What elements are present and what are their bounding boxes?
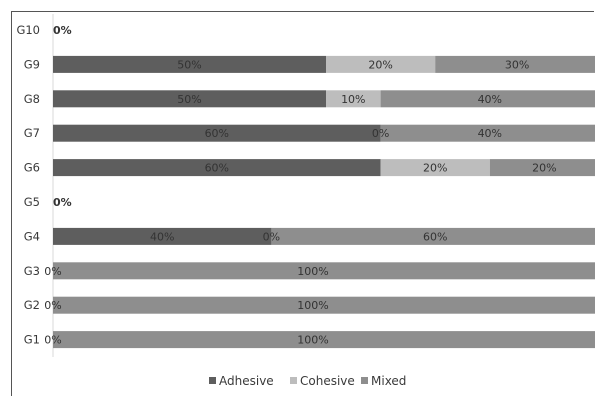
data-label-g8-cohesive: 10% <box>341 93 365 106</box>
category-label-g4: G4 <box>24 229 40 243</box>
data-label-g2-total: 100% <box>297 299 328 312</box>
data-label-g7-adhesive: 60% <box>205 127 229 140</box>
category-label-g2: G2 <box>24 298 40 312</box>
legend-swatch-cohesive <box>290 377 297 384</box>
category-label-g1: G1 <box>24 333 40 347</box>
data-label-g4-mixed: 60% <box>423 230 447 243</box>
data-label-g5: 0% <box>53 196 72 209</box>
data-label-g1-total: 100% <box>297 334 328 347</box>
legend-swatch-mixed <box>361 377 368 384</box>
data-label-g3-zero: 0% <box>44 265 61 278</box>
data-label-g8-adhesive: 50% <box>177 93 201 106</box>
category-label-g5: G5 <box>24 195 40 209</box>
data-label-g6-mixed: 20% <box>532 162 556 175</box>
data-label-g9-cohesive: 20% <box>368 58 392 71</box>
data-label-g9-adhesive: 50% <box>177 58 201 71</box>
category-label-g6: G6 <box>24 161 40 175</box>
category-label-g7: G7 <box>24 126 40 140</box>
legend-label-cohesive: Cohesive <box>300 374 355 388</box>
data-label-g3-total: 100% <box>297 265 328 278</box>
data-label-g10: 0% <box>53 24 72 37</box>
category-label-g9: G9 <box>24 57 40 71</box>
data-label-g2-zero: 0% <box>44 299 61 312</box>
legend-label-adhesive: Adhesive <box>219 374 274 388</box>
legend-swatch-adhesive <box>209 377 216 384</box>
data-label-g7-cohesive: 0% <box>372 127 389 140</box>
data-label-g7-mixed: 40% <box>478 127 502 140</box>
category-label-g10: G10 <box>16 23 40 37</box>
data-label-g9-mixed: 30% <box>505 58 529 71</box>
data-label-g1-zero: 0% <box>44 334 61 347</box>
legend-label-mixed: Mixed <box>371 374 406 388</box>
category-label-g8: G8 <box>24 92 40 106</box>
data-label-g6-adhesive: 60% <box>205 162 229 175</box>
data-label-g4-cohesive: 0% <box>263 230 280 243</box>
data-label-g4-adhesive: 40% <box>150 230 174 243</box>
category-label-g3: G3 <box>24 264 40 278</box>
data-label-g6-cohesive: 20% <box>423 162 447 175</box>
data-label-g8-mixed: 40% <box>478 93 502 106</box>
